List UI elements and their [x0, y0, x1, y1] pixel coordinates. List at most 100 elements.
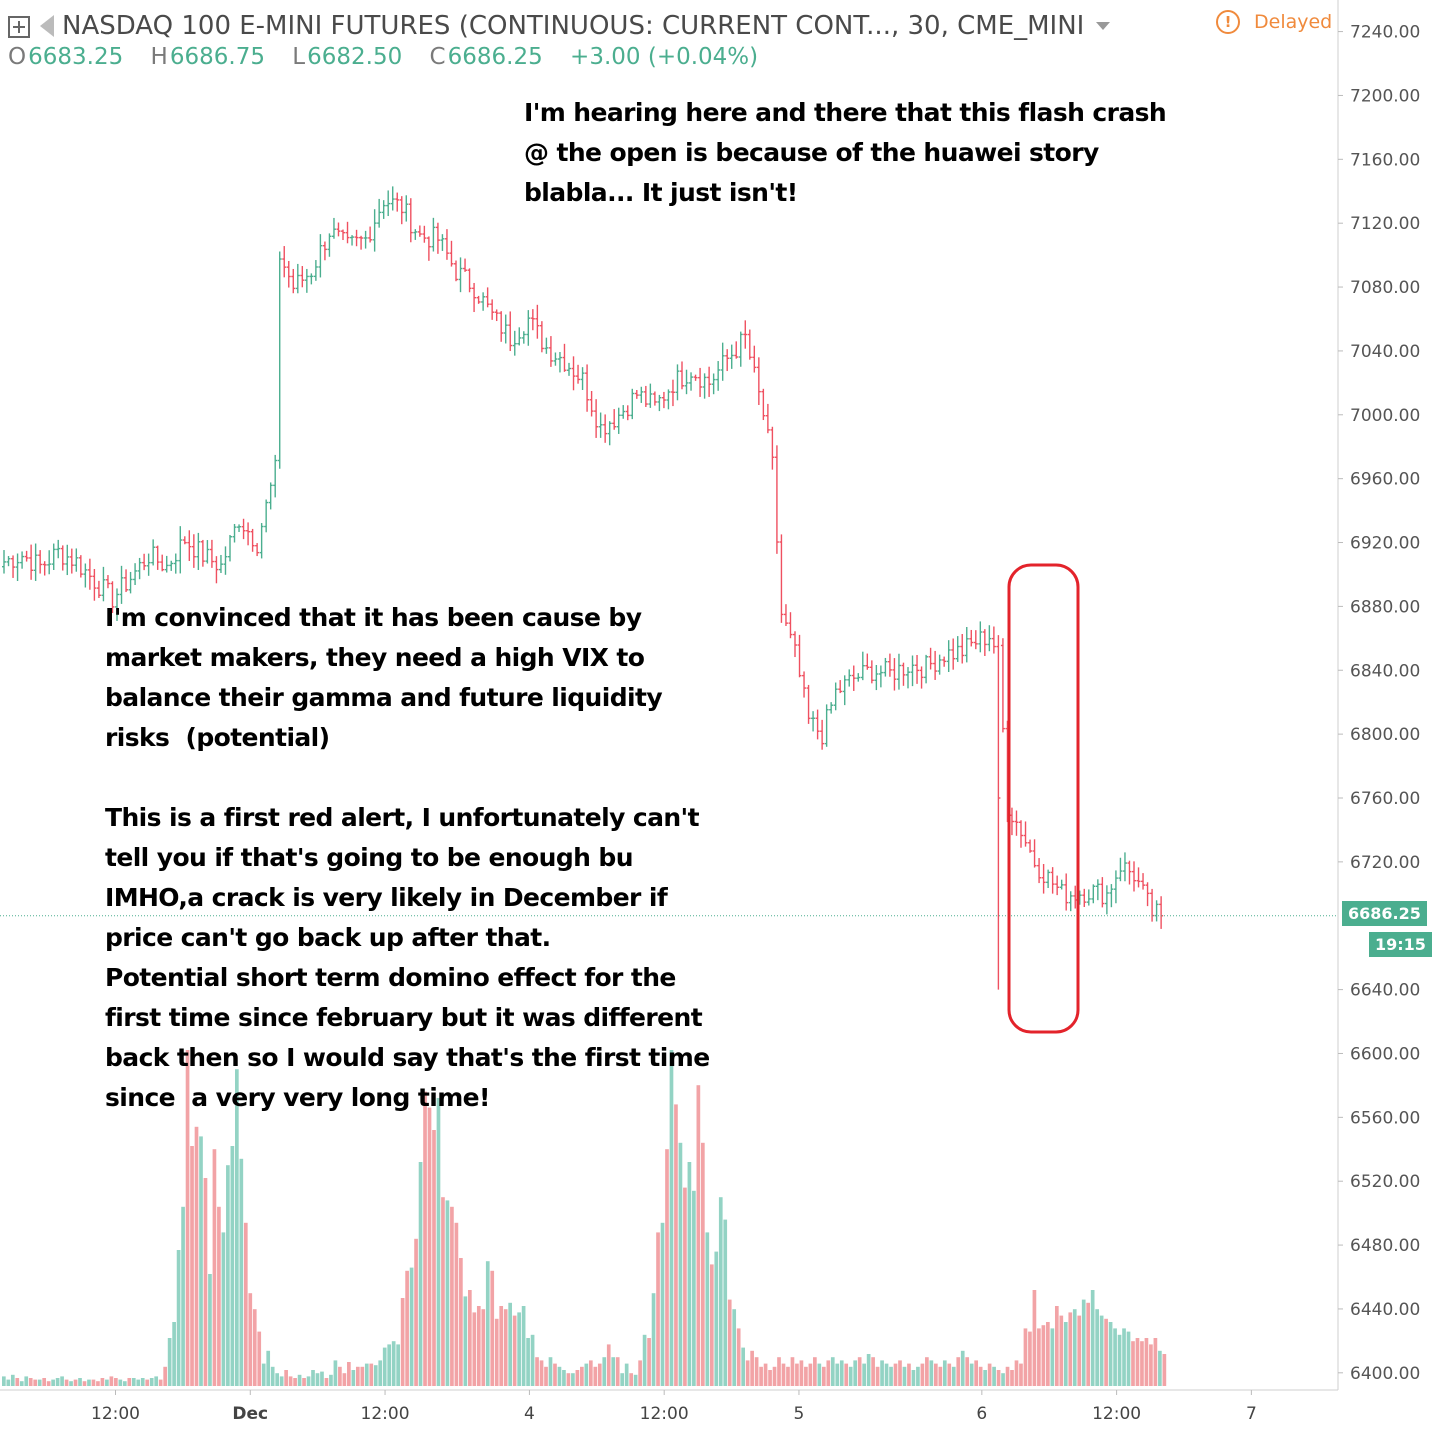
ohlc-bar: [774, 445, 779, 554]
volume-bar: [217, 1206, 221, 1386]
ohlc-bar: [499, 311, 504, 342]
ohlc-bar: [842, 675, 847, 706]
expand-icon[interactable]: [8, 16, 30, 38]
volume-bar: [799, 1360, 804, 1386]
volume-bar: [15, 1378, 20, 1386]
ohlc-bar: [399, 196, 404, 225]
ohlc-bar: [440, 234, 445, 251]
ohlc-bar: [991, 626, 996, 654]
ohlc-bar: [331, 217, 336, 239]
volume-bar: [898, 1360, 902, 1386]
ohlc-bar: [707, 366, 712, 397]
ohlc-bar: [508, 311, 513, 352]
ohlc-bar: [38, 550, 43, 574]
ohlc-bar: [377, 198, 382, 228]
symbol-title[interactable]: NASDAQ 100 E-MINI FUTURES (CONTINUOUS: C…: [62, 11, 1085, 41]
volume-bar: [714, 1251, 719, 1386]
volume-bar: [60, 1376, 64, 1386]
ohlc-bar: [386, 190, 391, 217]
ohlc-bar: [101, 566, 106, 602]
ohlc-bar: [738, 331, 743, 367]
volume-bar: [987, 1363, 992, 1386]
volume-bar: [441, 1197, 445, 1386]
ohlc-bar: [530, 309, 535, 331]
chevron-down-icon[interactable]: [1096, 22, 1111, 30]
ohlc-bar: [494, 309, 499, 322]
ohlc-bar: [92, 568, 97, 601]
ohlc-bar: [535, 304, 540, 339]
volume-bar: [1131, 1341, 1135, 1386]
volume-bar: [369, 1363, 374, 1386]
ohlc-bar: [1028, 839, 1033, 853]
ohlc-bar: [250, 528, 255, 552]
volume-bar: [1108, 1322, 1113, 1386]
ohlc-bar: [915, 655, 920, 684]
volume-bar: [266, 1350, 271, 1386]
volume-bar: [275, 1373, 280, 1386]
ohlc-bar: [69, 548, 74, 574]
ohlc-bar: [327, 233, 332, 257]
volume-bar: [678, 1142, 683, 1386]
time-tick-label: 12:00: [1092, 1404, 1141, 1424]
volume-bar: [1117, 1334, 1122, 1386]
volume-bar: [351, 1370, 356, 1386]
volume-bar: [230, 1146, 235, 1386]
ohlc-bar: [887, 653, 892, 677]
volume-bar: [813, 1357, 817, 1386]
ohlc-bar: [228, 534, 232, 562]
volume-bar: [355, 1366, 360, 1386]
volume-bar: [557, 1366, 562, 1386]
volume-bar: [674, 1104, 678, 1386]
time-tick-label: 6: [976, 1404, 987, 1424]
volume-bar: [638, 1360, 642, 1386]
volume-bar: [261, 1363, 266, 1386]
ohlc-bar: [413, 229, 418, 240]
close-key: C: [429, 44, 446, 70]
ohlc-bar: [883, 657, 888, 677]
ohlc-bar: [838, 680, 843, 694]
ohlc-bar: [729, 344, 734, 369]
ohlc-bar: [1064, 873, 1069, 911]
volume-bar: [1095, 1309, 1099, 1386]
ohlc-bar: [214, 556, 219, 584]
ohlc-bar: [612, 409, 617, 430]
volume-bar: [692, 1190, 696, 1386]
volume-bar: [517, 1312, 521, 1386]
ohlc-bar: [752, 345, 757, 373]
ohlc-bar: [955, 636, 960, 662]
volume-bar: [736, 1328, 741, 1386]
current-price-tag: 6686.25: [1342, 901, 1427, 926]
delayed-status[interactable]: ! Delayed: [1216, 10, 1332, 34]
volume-bars: [2, 1050, 1167, 1386]
volume-bar: [656, 1232, 660, 1386]
price-tick-label: 6640.00: [1350, 981, 1420, 1001]
volume-bar: [1122, 1328, 1126, 1386]
ohlc-bar: [1023, 821, 1028, 847]
volume-bar: [893, 1363, 898, 1386]
note-top: I'm hearing here and there that this fla…: [524, 98, 1167, 207]
volume-bar: [19, 1381, 24, 1386]
volume-bar: [252, 1309, 257, 1386]
volume-bar: [96, 1381, 100, 1386]
volume-bar: [10, 1374, 15, 1386]
ohlc-bar: [1122, 852, 1127, 882]
volume-bar: [1068, 1312, 1073, 1386]
flag-icon[interactable]: [40, 15, 54, 37]
volume-bar: [1019, 1363, 1023, 1386]
ohlc-bar: [142, 553, 147, 571]
volume-bar: [91, 1379, 96, 1386]
volume-bar: [727, 1299, 732, 1386]
ohlc-bar: [743, 320, 748, 349]
volume-bar: [875, 1366, 880, 1386]
ohlc-bar: [1009, 807, 1014, 836]
ohlc-bar: [223, 546, 228, 575]
volume-bar: [521, 1306, 526, 1386]
volume-bar: [1063, 1322, 1068, 1386]
ohlc-bar: [209, 539, 214, 568]
price-tick-label: 6400.00: [1350, 1364, 1420, 1384]
time-tick-label: 12:00: [640, 1404, 689, 1424]
ohlc-bar: [675, 364, 680, 401]
price-tick-label: 6960.00: [1350, 470, 1420, 490]
ohlc-bar: [6, 556, 11, 567]
